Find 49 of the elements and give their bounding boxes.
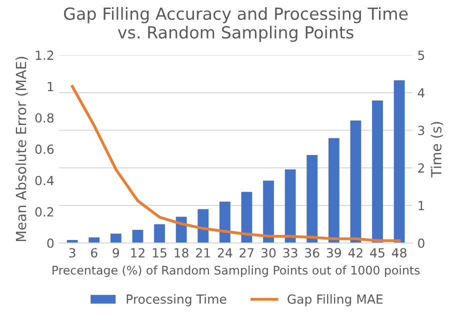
- bar: [132, 230, 144, 243]
- y-tick-label: 0.2: [35, 207, 54, 217]
- x-tick-label: 9: [112, 248, 120, 258]
- y-tick-label: 0: [47, 238, 54, 248]
- bar: [372, 100, 383, 243]
- x-tick-label: 42: [348, 248, 362, 258]
- y-tick-label: 0.6: [35, 144, 54, 154]
- line-series: [70, 85, 401, 242]
- bar: [306, 155, 318, 243]
- x-tick-label: 45: [370, 248, 384, 258]
- y2-axis-title: Time (s): [430, 122, 444, 178]
- y2-tick-label: 0: [418, 238, 424, 248]
- y2-tick-label: 2: [418, 163, 424, 173]
- bar: [154, 224, 165, 243]
- bar: [110, 234, 122, 243]
- y-tick-label: 0.4: [35, 176, 54, 186]
- x-tick-label: 48: [392, 248, 406, 258]
- x-tick-label: 15: [152, 248, 166, 258]
- bar: [284, 169, 296, 243]
- x-tick-label: 30: [262, 248, 276, 258]
- x-tick-label: 12: [131, 248, 144, 258]
- x-tick-label: 6: [91, 248, 98, 258]
- y2-tick-label: 1: [418, 201, 424, 210]
- chart-title: Gap Filling Accuracy and Processing Time vs. Random Sampling Points: [64, 7, 408, 42]
- y2-tick-label: 4: [418, 88, 424, 98]
- x-tick-label: 27: [240, 248, 254, 258]
- x-tick-label: 21: [196, 248, 210, 258]
- y2-tick-label: 5: [418, 50, 424, 60]
- bar: [263, 180, 274, 243]
- y-tick-label: 1.2: [36, 50, 54, 60]
- bar: [219, 202, 230, 243]
- legend-label: Gap Filling MAE: [288, 294, 383, 306]
- y-tick-label: 0.8: [35, 113, 54, 123]
- bar: [198, 209, 209, 243]
- bar: [328, 138, 340, 243]
- y-tick-label: 1: [48, 82, 54, 92]
- bar: [350, 120, 362, 243]
- x-tick-label: 24: [218, 248, 232, 258]
- x-tick-label: 39: [326, 248, 341, 258]
- x-tick-label: 36: [305, 248, 320, 258]
- y2-tick-label: 3: [418, 126, 424, 136]
- bar: [241, 192, 252, 243]
- legend-label: Processing Time: [126, 294, 226, 306]
- bar: [394, 80, 405, 243]
- x-axis-title: Precentage (%) of Random Sampling Points out of 1000 points: [52, 266, 420, 277]
- x-tick-label: 33: [283, 248, 298, 258]
- x-tick-label: 18: [174, 248, 188, 258]
- x-tick-label: 3: [69, 248, 76, 258]
- y-axis-title: Mean Absolute Error (MAE): [16, 56, 28, 242]
